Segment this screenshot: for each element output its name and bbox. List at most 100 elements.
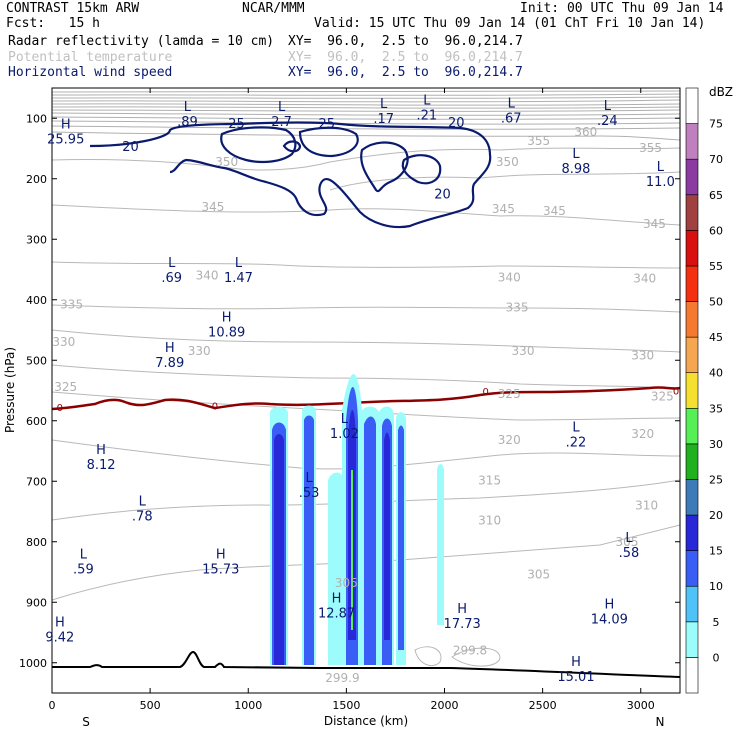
colorbar-level-label: 75: [709, 118, 723, 131]
theta-contour-label: 345: [492, 202, 515, 216]
extremum-marker: H: [61, 118, 71, 133]
x-axis-title: Distance (km): [324, 714, 408, 728]
x-tick-label: 3000: [627, 699, 655, 712]
colorbar-level-label: 55: [709, 260, 723, 273]
y-axis-title: Pressure (hPa): [3, 347, 17, 433]
extremum-value: .53: [299, 486, 320, 501]
extremum-value: 1.47: [224, 271, 253, 286]
extremum-marker: H: [55, 615, 65, 630]
theta-contour-label: 345: [643, 217, 666, 231]
extremum-value: 15.73: [202, 563, 239, 578]
theta-contour-label: 325: [498, 387, 521, 401]
theta-contour-label: 345: [543, 204, 566, 218]
theta-contour-label: 299.8: [453, 644, 487, 658]
colorbar-level-label: 30: [709, 438, 723, 451]
colorbar-swatch: [685, 585, 699, 623]
extremum-marker: H: [96, 443, 106, 458]
x-tick-label: 2000: [431, 699, 459, 712]
freezing-level-label: 0: [483, 387, 489, 398]
extremum-value: .78: [132, 509, 153, 524]
colorbar-swatch: [685, 443, 699, 480]
colorbar-level-label: 65: [709, 189, 723, 202]
x-tick-label: 1000: [234, 699, 262, 712]
colorbar-level-label: 25: [709, 473, 723, 486]
extremum-marker: L: [380, 97, 388, 112]
y-tick-label: 200: [26, 173, 47, 186]
colorbar-level-label: 5: [713, 616, 720, 629]
forecast-hour: Fcst: 15 h: [6, 16, 100, 31]
colorbar-title: dBZ: [709, 85, 733, 99]
extremum-marker: H: [165, 341, 175, 356]
colorbar-swatch: [685, 479, 699, 516]
y-tick-label: 1000: [19, 657, 47, 670]
wind-contour-labels: 25 25 20 20 20: [122, 116, 464, 202]
extremum-value: 17.73: [444, 617, 481, 632]
theta-contour-label: 330: [188, 344, 211, 358]
theta-contour-label: 345: [201, 200, 224, 214]
theta-contour-label: 325: [54, 380, 77, 394]
theta-contour-label: 350: [215, 155, 238, 169]
extremum-value: 2.7: [271, 115, 292, 130]
freezing-level-label: 0: [57, 403, 63, 414]
theta-labels: 360 355 355 350 350 345 345 345 345 340 340 340 335 3…: [52, 125, 673, 685]
theta-contour-label: 310: [478, 514, 501, 528]
extremum-value: .24: [597, 114, 618, 129]
field-reflectivity-xy: XY= 96.0, 2.5 to 96.0,214.7: [288, 34, 523, 49]
colorbar-level-label: 45: [709, 331, 723, 344]
y-tick-label: 300: [26, 233, 47, 246]
colorbar-level-label: 40: [709, 367, 723, 380]
colorbar-swatch: [685, 621, 699, 658]
colorbar: 0 5 10 15 20 25 30 35 40 45 50 55 60 65 70 75: [685, 87, 723, 694]
extremum-marker: L: [139, 494, 147, 509]
colorbar-level-label: 35: [709, 402, 723, 415]
organization-label: NCAR/MMM: [242, 1, 305, 16]
init-time: Init: 00 UTC Thu 09 Jan 14: [520, 1, 724, 16]
extremum-marker: L: [278, 100, 286, 115]
extremum-marker: L: [572, 421, 580, 436]
extremum-marker: L: [604, 99, 612, 114]
extremum-value: .22: [566, 436, 587, 451]
extremum-value: .67: [501, 111, 522, 126]
extremum-marker: L: [184, 100, 192, 115]
colorbar-swatch: [685, 657, 699, 694]
theta-contour-label: 330: [512, 344, 535, 358]
theta-contour-label: 355: [639, 141, 662, 155]
colorbar-swatch: [685, 407, 699, 445]
extremum-marker: H: [604, 597, 614, 612]
x-tick-label: 0: [49, 699, 56, 712]
colorbar-level-label: 15: [709, 545, 723, 558]
theta-contour-label: 355: [527, 134, 550, 148]
theta-contour-label: 310: [635, 498, 658, 512]
theta-contours-stratosphere: [52, 90, 680, 141]
colorbar-swatch: [685, 514, 699, 551]
theta-contour-label: 305: [527, 567, 550, 581]
x-tick-label: 500: [140, 699, 161, 712]
extremum-marker: H: [216, 548, 226, 563]
colorbar-swatch: [685, 230, 699, 267]
colorbar-level-label: 60: [709, 224, 723, 237]
wind-contour-label: 25: [318, 117, 335, 132]
extremum-marker: H: [571, 655, 581, 670]
extremum-value: .69: [161, 271, 182, 286]
model-title: CONTRAST 15km ARW: [6, 1, 140, 16]
extremum-marker: H: [222, 311, 232, 326]
freezing-level-label: 0: [673, 387, 679, 398]
extremum-value: 1.02: [330, 427, 359, 442]
extremum-marker: L: [508, 96, 516, 111]
colorbar-swatch: [685, 123, 699, 160]
extremum-marker: L: [572, 147, 580, 162]
extremum-value: 9.42: [45, 630, 74, 645]
y-tick-label: 700: [26, 475, 47, 488]
terrain-line: [52, 650, 680, 678]
theta-contour-label: 305: [616, 535, 639, 549]
y-tick-label: 400: [26, 294, 47, 307]
field-wind-xy: XY= 96.0, 2.5 to 96.0,214.7: [288, 65, 523, 80]
extremum-value: 12.87: [318, 606, 355, 621]
theta-contour-label: 299.9: [325, 671, 359, 685]
extremum-marker: L: [168, 256, 176, 271]
extremum-marker: H: [457, 602, 467, 617]
colorbar-swatch: [685, 301, 699, 338]
